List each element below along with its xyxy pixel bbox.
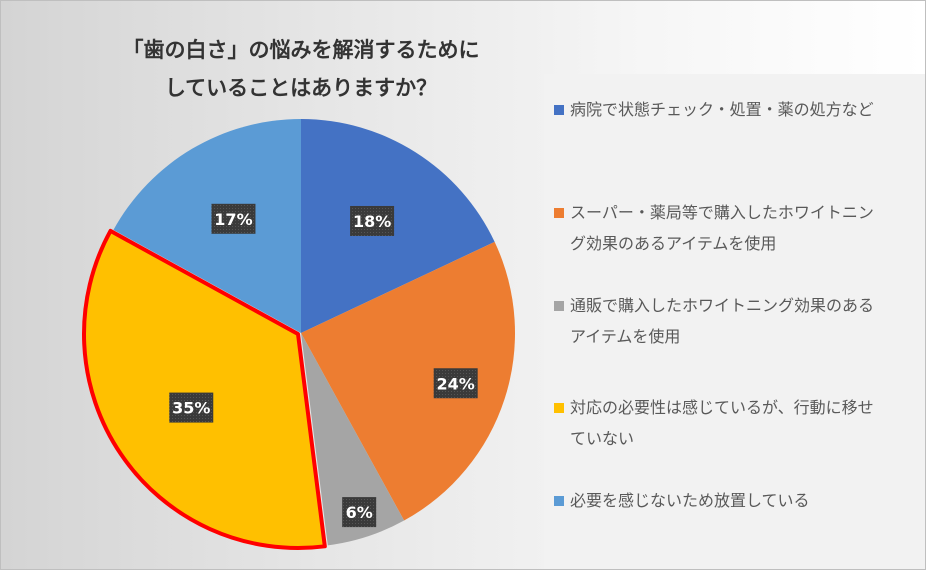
legend-label: アイテムを使用 — [570, 327, 681, 346]
pie-slice — [82, 228, 327, 550]
data-label-background — [433, 368, 478, 399]
legend-label: スーパー・薬局等で購入したホワイトニン — [570, 203, 874, 222]
data-label-background — [342, 497, 377, 528]
legend-label: 通販で購入したホワイトニング効果のある — [570, 296, 875, 315]
data-label: 35% — [172, 399, 210, 418]
data-label-background — [350, 205, 395, 236]
legend-label: グ効果のあるアイテムを使用 — [570, 234, 777, 253]
pie-slices — [82, 119, 515, 550]
legend-swatch — [554, 105, 564, 115]
pie-slice — [301, 241, 515, 521]
legend-swatch — [554, 496, 564, 506]
legend-item: 病院で状態チェック・処置・薬の処方など — [554, 94, 925, 125]
pie-slice — [301, 333, 405, 546]
chart-title-line-2: していることはありますか？ — [164, 76, 438, 100]
data-label-background — [211, 203, 256, 234]
data-label: 17% — [214, 210, 252, 229]
data-label-background — [169, 392, 214, 423]
data-label: 24% — [437, 374, 475, 393]
legend-swatch — [554, 301, 564, 311]
legend: 病院で状態チェック・処置・薬の処方など スーパー・薬局等で購入したホワイトニン グ効… — [544, 74, 925, 569]
legend-item: 対応の必要性は感じているが、行動に移せ ていない — [554, 392, 925, 454]
legend-label: ていない — [570, 429, 635, 448]
legend-label: 必要を感じないため放置している — [570, 491, 810, 510]
data-label: 6% — [346, 503, 373, 522]
chart-title-line-1: 「歯の白さ」の悩みを解消するために — [122, 38, 480, 62]
legend-swatch — [554, 208, 564, 218]
legend-label: 病院で状態チェック・処置・薬の処方など — [570, 100, 874, 119]
legend-label: 対応の必要性は感じているが、行動に移せ — [570, 398, 874, 417]
legend-item: スーパー・薬局等で購入したホワイトニン グ効果のあるアイテムを使用 — [554, 197, 925, 259]
chart-title: 「歯の白さ」の悩みを解消するために していることはありますか？ — [61, 31, 541, 107]
legend-item: 必要を感じないため放置している — [554, 485, 925, 516]
legend-swatch — [554, 403, 564, 413]
pie-data-labels: 18% 24% 6% 35% 17% — [169, 203, 478, 528]
pie-slice — [301, 119, 495, 333]
data-label: 18% — [353, 212, 391, 231]
legend-item: 通販で購入したホワイトニング効果のある アイテムを使用 — [554, 290, 925, 352]
pie-slice — [113, 119, 301, 333]
